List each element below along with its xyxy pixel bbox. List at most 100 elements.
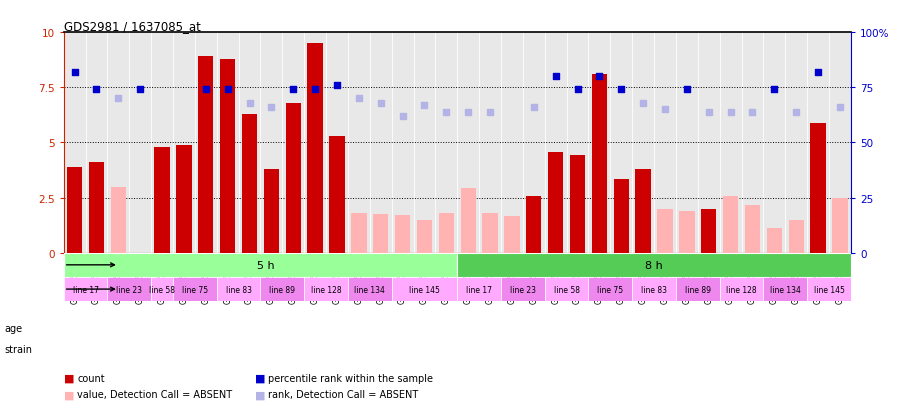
Text: line 134: line 134 xyxy=(354,285,385,294)
Text: line 58: line 58 xyxy=(149,285,175,294)
Text: 8 h: 8 h xyxy=(645,260,663,270)
Bar xyxy=(242,114,258,253)
Text: 5 h: 5 h xyxy=(258,260,275,270)
Bar xyxy=(155,147,170,253)
Bar xyxy=(807,277,851,301)
Point xyxy=(329,83,344,89)
Bar xyxy=(657,209,672,253)
Point xyxy=(636,100,651,107)
Bar xyxy=(570,155,585,253)
Bar xyxy=(676,277,720,301)
Text: rank, Detection Call = ABSENT: rank, Detection Call = ABSENT xyxy=(268,389,419,399)
Point xyxy=(286,87,300,94)
Bar xyxy=(457,277,501,301)
Bar xyxy=(720,277,763,301)
Bar xyxy=(198,57,214,253)
Bar xyxy=(351,214,367,253)
Bar xyxy=(348,277,391,301)
Bar xyxy=(373,215,389,253)
Bar xyxy=(501,277,545,301)
Point xyxy=(549,74,563,81)
Point xyxy=(351,96,366,102)
Point xyxy=(308,87,322,94)
Bar xyxy=(789,220,804,253)
Bar xyxy=(64,253,457,277)
Point xyxy=(527,104,541,111)
Bar xyxy=(391,277,457,301)
Bar xyxy=(457,253,851,277)
Point xyxy=(395,113,410,120)
Text: percentile rank within the sample: percentile rank within the sample xyxy=(268,373,433,383)
Bar xyxy=(613,179,629,253)
Bar xyxy=(635,169,651,253)
Text: line 23: line 23 xyxy=(116,285,142,294)
Bar xyxy=(504,217,520,253)
Point xyxy=(811,69,825,76)
Text: line 83: line 83 xyxy=(641,285,667,294)
Point xyxy=(614,87,629,94)
Bar xyxy=(260,277,304,301)
Point xyxy=(702,109,716,116)
Text: line 75: line 75 xyxy=(597,285,623,294)
Point xyxy=(67,69,82,76)
Bar xyxy=(526,197,541,253)
Bar xyxy=(107,277,151,301)
Bar xyxy=(701,209,716,253)
Point xyxy=(439,109,453,116)
Text: line 128: line 128 xyxy=(726,285,757,294)
Bar xyxy=(439,214,454,253)
Point xyxy=(833,104,847,111)
Point xyxy=(111,96,126,102)
Text: value, Detection Call = ABSENT: value, Detection Call = ABSENT xyxy=(77,389,232,399)
Text: line 89: line 89 xyxy=(685,285,711,294)
Point xyxy=(680,87,694,94)
Bar xyxy=(417,220,432,253)
Text: strain: strain xyxy=(5,344,33,354)
Text: line 89: line 89 xyxy=(269,285,296,294)
Text: line 145: line 145 xyxy=(409,285,440,294)
Bar xyxy=(304,277,348,301)
Text: line 23: line 23 xyxy=(510,285,536,294)
Point xyxy=(789,109,804,116)
Text: line 75: line 75 xyxy=(182,285,208,294)
Bar xyxy=(151,277,173,301)
Point xyxy=(461,109,476,116)
Text: line 58: line 58 xyxy=(553,285,580,294)
Bar xyxy=(482,214,498,253)
Text: ■: ■ xyxy=(64,389,75,399)
Bar xyxy=(589,277,632,301)
Point xyxy=(89,87,104,94)
Point xyxy=(417,102,431,109)
Bar xyxy=(723,197,738,253)
Bar xyxy=(744,206,760,253)
Bar xyxy=(766,229,782,253)
Bar xyxy=(64,277,107,301)
Bar xyxy=(173,277,217,301)
Text: ■: ■ xyxy=(255,373,266,383)
Text: line 17: line 17 xyxy=(466,285,492,294)
Text: line 134: line 134 xyxy=(770,285,801,294)
Bar xyxy=(286,103,301,253)
Point xyxy=(658,107,672,113)
Point xyxy=(220,87,235,94)
Point xyxy=(373,100,388,107)
Bar xyxy=(177,145,192,253)
Bar xyxy=(395,216,410,253)
Bar xyxy=(632,277,676,301)
Text: GDS2981 / 1637085_at: GDS2981 / 1637085_at xyxy=(64,20,200,33)
Bar xyxy=(89,163,104,253)
Bar xyxy=(264,169,279,253)
Point xyxy=(745,109,760,116)
Bar xyxy=(329,136,345,253)
Bar xyxy=(833,198,847,253)
Point xyxy=(264,104,278,111)
Point xyxy=(592,74,607,81)
Bar xyxy=(217,277,260,301)
Point xyxy=(483,109,498,116)
Bar xyxy=(460,188,476,253)
Text: line 145: line 145 xyxy=(814,285,844,294)
Text: ■: ■ xyxy=(64,373,75,383)
Bar xyxy=(545,277,589,301)
Bar xyxy=(64,253,851,277)
Point xyxy=(198,87,213,94)
